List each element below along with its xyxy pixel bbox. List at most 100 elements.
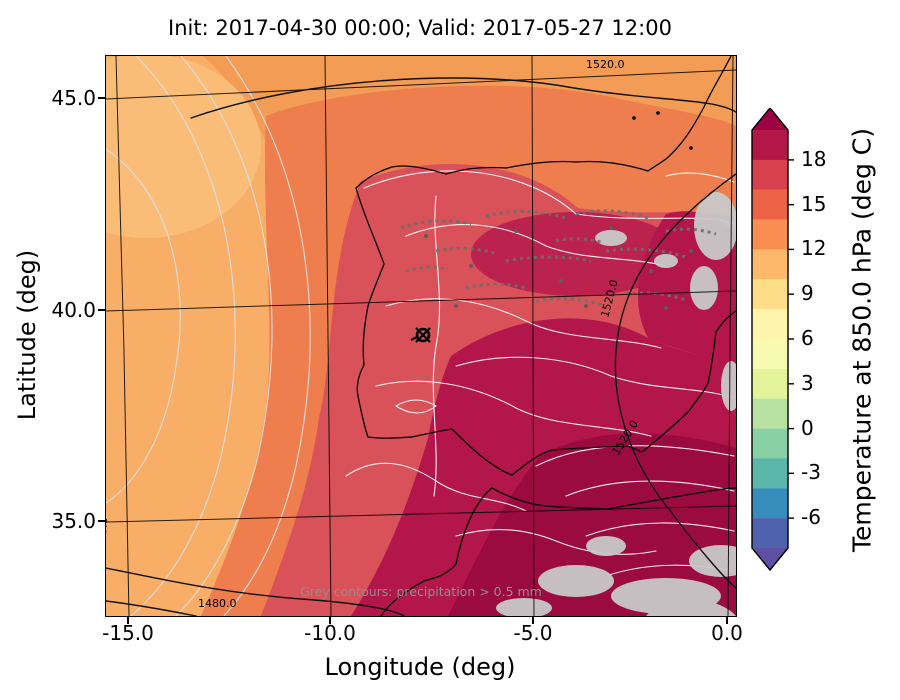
- colorbar-tick-label: -6: [801, 505, 821, 530]
- map-canvas: 1520.0 1520.0 1520.0 1480.0 1480.0 Grey …: [106, 56, 736, 616]
- coastline-africa-atlantic: [380, 487, 493, 616]
- x-axis-label: Longitude (deg): [324, 653, 516, 681]
- precip-patch: [646, 596, 736, 616]
- marker-circle: [415, 327, 431, 343]
- station-dots: [632, 111, 693, 150]
- precip-speckle: [435, 246, 495, 255]
- temp-contour-line: [455, 356, 735, 399]
- x-tick-mark: [127, 617, 129, 624]
- colorbar-band: [752, 309, 788, 340]
- precip-patch: [694, 192, 736, 260]
- grey-contour-line: [106, 148, 181, 504]
- y-tick-label: 35.0: [51, 509, 96, 533]
- geopotential-contour-1480-inner: [106, 600, 197, 616]
- marker-tail: [410, 336, 418, 341]
- light-grey-contours: [106, 56, 311, 616]
- station-dot: [689, 146, 693, 150]
- temp-contour-line: [375, 380, 652, 437]
- precipitation-dots: [424, 226, 693, 310]
- precip-speckle: [575, 209, 649, 220]
- precip-patch: [595, 230, 627, 246]
- fill-dark-crimson-region: [448, 433, 736, 616]
- geopotential-contour-1520: [190, 77, 736, 119]
- y-tick-label: 45.0: [51, 86, 96, 110]
- temp-contour-line: [665, 172, 735, 183]
- marker-cross: [415, 327, 431, 343]
- precip-dot: [454, 304, 458, 308]
- colorbar-band: [752, 488, 788, 519]
- geopotential-contour-1520-east: [614, 173, 736, 589]
- temp-contour-line: [363, 170, 735, 225]
- x-tick-label: -5.0: [513, 621, 553, 645]
- precip-patch: [586, 536, 626, 556]
- temp-contour-line: [405, 224, 667, 267]
- precip-dot: [609, 226, 613, 230]
- precip-speckle: [555, 237, 602, 244]
- colorbar-outline: [751, 108, 789, 572]
- precipitation-light-patches: [496, 192, 736, 616]
- precip-patch: [721, 361, 736, 411]
- precip-speckle: [405, 265, 447, 273]
- colorbar-tick-label: 15: [801, 191, 827, 216]
- colorbar-band: [752, 249, 788, 280]
- grid-meridian--5: [531, 56, 535, 616]
- precip-patch: [496, 598, 552, 616]
- temp-contour-line: [585, 522, 735, 537]
- y-tick-label: 40.0: [51, 298, 96, 322]
- grey-contour-line: [175, 56, 273, 616]
- colorbar-band: [752, 279, 788, 310]
- precip-dot: [689, 249, 693, 253]
- colorbar-band: [752, 368, 788, 399]
- precip-patch: [654, 254, 678, 268]
- precip-dot: [559, 279, 563, 283]
- colorbar-canvas: [751, 108, 794, 572]
- colorbar-tick-label: 3: [801, 370, 814, 395]
- white-temperature-contours: [345, 170, 735, 577]
- colorbar-tick-label: 6: [801, 326, 814, 350]
- precip-dot: [424, 234, 428, 238]
- grey-contour-line: [223, 56, 311, 616]
- precip-dot: [469, 264, 473, 268]
- colorbar-band: [752, 428, 788, 459]
- colorbar-band: [752, 189, 788, 220]
- station-dot: [632, 116, 636, 120]
- precip-speckle: [605, 247, 687, 259]
- colorbar-band: [752, 159, 788, 190]
- y-tick-mark: [98, 520, 105, 522]
- precip-patch: [690, 266, 718, 310]
- precip-dot: [584, 304, 588, 308]
- x-tick-mark: [329, 617, 331, 624]
- colorbar-tick-label: 0: [801, 415, 814, 440]
- colorbar: [748, 108, 796, 572]
- colorbar-tick-label: 18: [801, 147, 827, 171]
- location-marker: [410, 327, 431, 343]
- plot-title: Init: 2017-04-30 00:00; Valid: 2017-05-2…: [168, 16, 672, 40]
- colorbar-band: [752, 219, 788, 250]
- colorbar-tick-label: 12: [801, 236, 827, 261]
- precip-speckle: [400, 219, 472, 230]
- colorbar-band: [752, 458, 788, 489]
- colorbar-band: [752, 130, 788, 160]
- precip-speckle: [505, 255, 592, 263]
- coastline-africa-north: [491, 487, 736, 510]
- grey-contour-line: [130, 56, 236, 616]
- y-tick-mark: [98, 309, 105, 311]
- temp-contour-line: [432, 195, 441, 497]
- y-axis-label: Latitude (deg): [13, 249, 41, 421]
- grid-meridian-0: [727, 56, 734, 616]
- contour-label-1480-left: 1480.0: [106, 517, 110, 556]
- x-tick-label: 0.0: [711, 621, 743, 645]
- precip-note-text: Grey contours: precipitation > 0.5 mm: [300, 584, 542, 599]
- coastline-iberia: [355, 56, 736, 476]
- precip-patch: [538, 565, 614, 597]
- precip-speckle: [465, 282, 527, 290]
- colorbar-tick-label: -3: [801, 460, 821, 485]
- colorbar-bottom-arrow: [752, 548, 788, 570]
- x-tick-label: -10.0: [304, 621, 356, 645]
- colorbar-top-arrow: [752, 108, 788, 130]
- contour-label-1520-top: 1520.0: [586, 58, 625, 71]
- precip-dot: [664, 306, 668, 310]
- precip-speckle: [485, 210, 567, 220]
- colorbar-band: [752, 518, 788, 549]
